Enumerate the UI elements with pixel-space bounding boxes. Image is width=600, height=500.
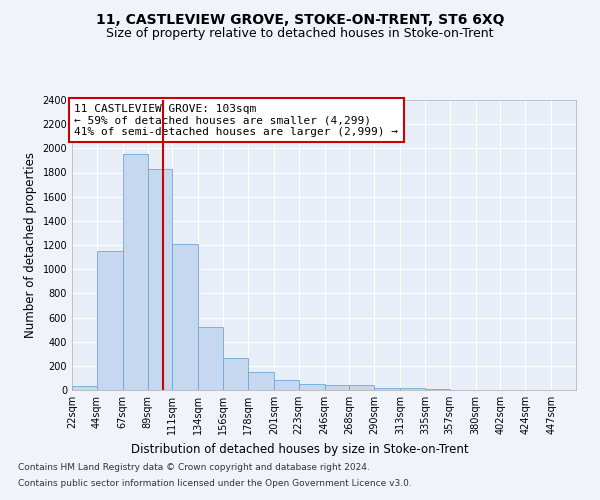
Text: Distribution of detached houses by size in Stoke-on-Trent: Distribution of detached houses by size … xyxy=(131,442,469,456)
Text: Size of property relative to detached houses in Stoke-on-Trent: Size of property relative to detached ho… xyxy=(106,28,494,40)
Bar xyxy=(274,380,299,390)
Bar xyxy=(299,384,325,390)
Bar xyxy=(223,358,248,390)
Bar xyxy=(72,386,97,390)
Bar xyxy=(172,244,198,390)
Text: Contains public sector information licensed under the Open Government Licence v3: Contains public sector information licen… xyxy=(18,478,412,488)
Text: 11 CASTLEVIEW GROVE: 103sqm
← 59% of detached houses are smaller (4,299)
41% of : 11 CASTLEVIEW GROVE: 103sqm ← 59% of det… xyxy=(74,104,398,137)
Bar xyxy=(97,251,123,390)
Text: 11, CASTLEVIEW GROVE, STOKE-ON-TRENT, ST6 6XQ: 11, CASTLEVIEW GROVE, STOKE-ON-TRENT, ST… xyxy=(96,12,504,26)
Bar xyxy=(349,385,374,390)
Y-axis label: Number of detached properties: Number of detached properties xyxy=(24,152,37,338)
Bar xyxy=(325,384,349,390)
Bar xyxy=(123,154,148,390)
Bar xyxy=(198,327,223,390)
Bar xyxy=(148,169,172,390)
Text: Contains HM Land Registry data © Crown copyright and database right 2024.: Contains HM Land Registry data © Crown c… xyxy=(18,464,370,472)
Bar xyxy=(248,372,274,390)
Bar xyxy=(400,388,425,390)
Bar xyxy=(374,388,400,390)
